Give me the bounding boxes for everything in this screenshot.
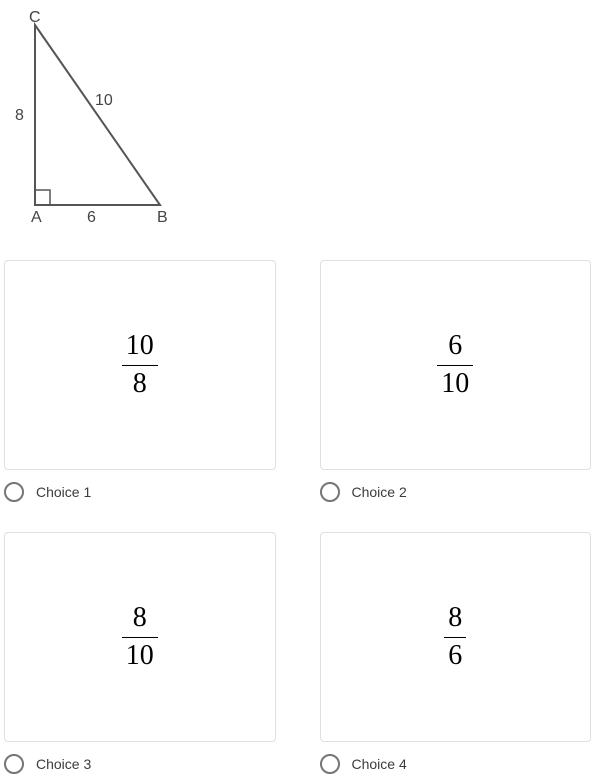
choice-4-numerator: 8 [444,602,466,634]
choice-4-label-row: Choice 4 [320,754,592,774]
choice-3-label-row: Choice 3 [4,754,276,774]
vertex-A-label: A [31,209,42,225]
choice-2-card[interactable]: 6 10 [320,260,592,470]
choice-2-label: Choice 2 [352,484,407,500]
side-CA-label: 8 [15,107,24,124]
vertex-C-label: C [29,10,41,26]
vertex-B-label: B [157,209,168,225]
choice-4-denominator: 6 [444,640,466,672]
choice-1-radio[interactable] [4,482,24,502]
choice-1-label: Choice 1 [36,484,91,500]
choice-2-radio[interactable] [320,482,340,502]
choice-3: 8 10 Choice 3 [4,532,276,774]
choice-3-fraction: 8 10 [122,602,158,671]
fraction-bar [122,637,158,638]
choice-1-card[interactable]: 10 8 [4,260,276,470]
side-AB-label: 6 [87,209,96,225]
choice-3-radio[interactable] [4,754,24,774]
choices-grid: 10 8 Choice 1 6 10 Choice 2 8 [0,260,595,774]
right-angle-marker [35,190,50,205]
choice-4-radio[interactable] [320,754,340,774]
fraction-bar [122,365,158,366]
choice-1-label-row: Choice 1 [4,482,276,502]
choice-1-numerator: 10 [122,330,158,362]
choice-2: 6 10 Choice 2 [320,260,592,502]
triangle-svg: A B C 8 6 10 [5,10,185,225]
triangle-shape [35,25,160,205]
choice-4-card[interactable]: 8 6 [320,532,592,742]
choice-2-denominator: 10 [437,368,473,400]
choice-4-fraction: 8 6 [444,602,466,671]
fraction-bar [444,637,466,638]
choice-3-label: Choice 3 [36,756,91,772]
choice-3-denominator: 10 [122,640,158,672]
choice-1-fraction: 10 8 [122,330,158,399]
choice-3-numerator: 8 [129,602,151,634]
side-CB-label: 10 [95,92,113,109]
choice-2-label-row: Choice 2 [320,482,592,502]
choice-2-fraction: 6 10 [437,330,473,399]
choice-1: 10 8 Choice 1 [4,260,276,502]
choice-2-numerator: 6 [444,330,466,362]
fraction-bar [437,365,473,366]
choice-3-card[interactable]: 8 10 [4,532,276,742]
choice-1-denominator: 8 [129,368,151,400]
choice-4: 8 6 Choice 4 [320,532,592,774]
triangle-diagram: A B C 8 6 10 [0,0,595,260]
choice-4-label: Choice 4 [352,756,407,772]
